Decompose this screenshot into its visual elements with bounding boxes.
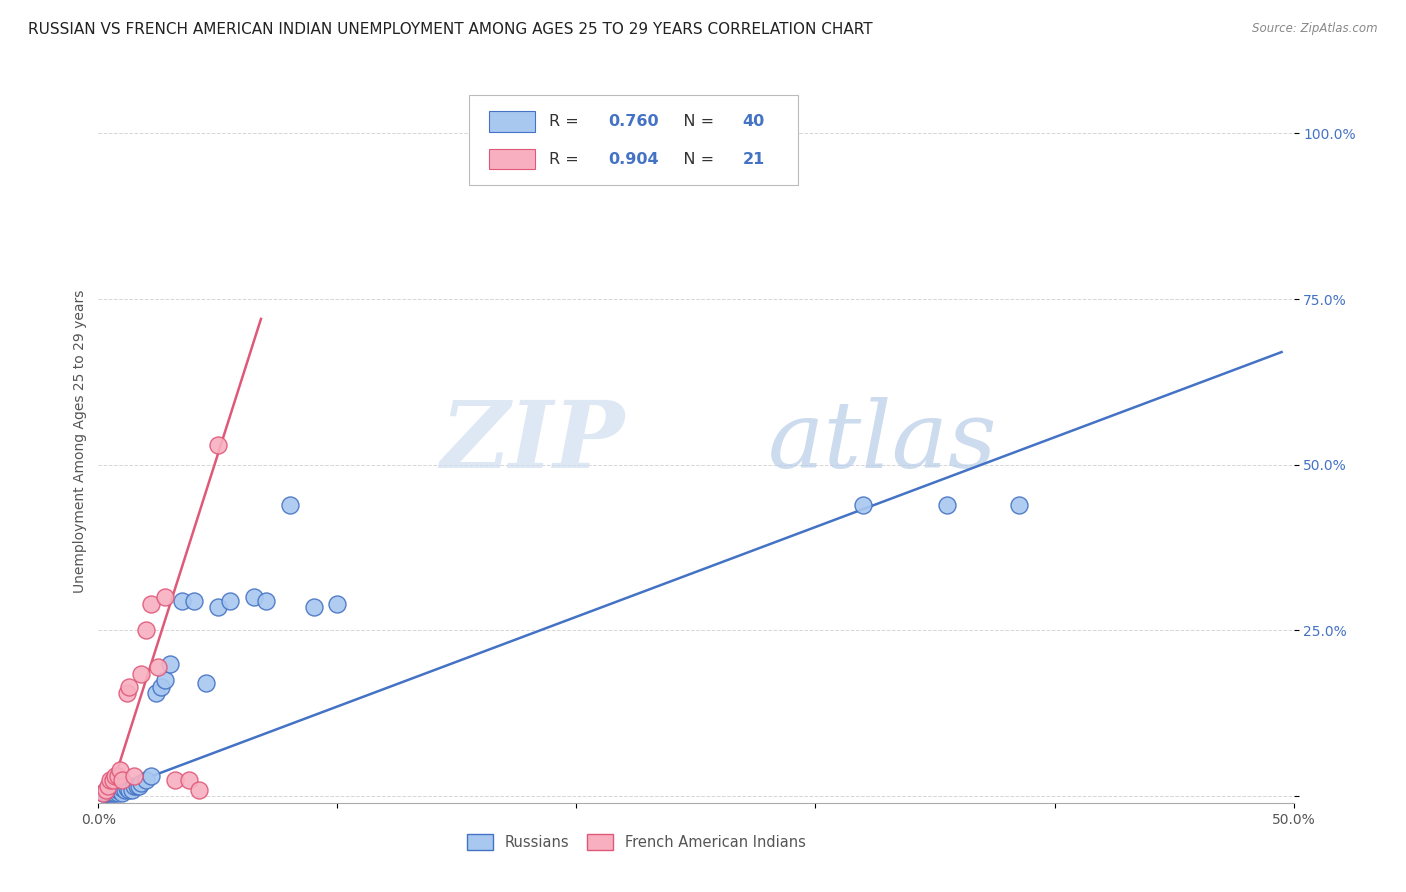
Point: [302, 600, 325, 615]
Point: [108, 763, 131, 777]
Point: [254, 593, 277, 607]
Text: 0.904: 0.904: [609, 152, 659, 167]
Y-axis label: Unemployment Among Ages 25 to 29 years: Unemployment Among Ages 25 to 29 years: [73, 290, 87, 593]
Point: [131, 776, 153, 790]
Text: R =: R =: [548, 114, 583, 129]
Text: 0.760: 0.760: [609, 114, 659, 129]
Point: [107, 786, 129, 800]
Text: 40: 40: [742, 114, 765, 129]
Point: [115, 781, 138, 796]
Point: [172, 593, 194, 607]
Point: [115, 686, 138, 700]
Point: [98, 782, 122, 797]
Point: [219, 593, 242, 607]
Text: N =: N =: [668, 114, 720, 129]
Point: [108, 782, 131, 797]
Point: [148, 660, 170, 674]
Point: [94, 782, 117, 797]
Point: [278, 498, 301, 512]
Point: [97, 779, 120, 793]
Point: [163, 772, 186, 787]
FancyBboxPatch shape: [470, 95, 797, 185]
Point: [187, 782, 209, 797]
Point: [104, 782, 127, 797]
Point: [183, 593, 205, 607]
Point: [179, 772, 201, 787]
Point: [94, 786, 117, 800]
Point: [124, 779, 146, 793]
Point: [111, 786, 134, 800]
Text: atlas: atlas: [768, 397, 997, 486]
Point: [1008, 498, 1031, 512]
Point: [111, 772, 134, 787]
Point: [118, 680, 141, 694]
Point: [155, 673, 177, 688]
Point: [104, 769, 127, 783]
Point: [101, 772, 124, 787]
Point: [155, 591, 177, 605]
Point: [159, 657, 181, 671]
Point: [326, 597, 349, 611]
Point: [107, 769, 129, 783]
Text: Source: ZipAtlas.com: Source: ZipAtlas.com: [1253, 22, 1378, 36]
Point: [139, 597, 162, 611]
Point: [98, 772, 122, 787]
Point: [207, 600, 229, 615]
Bar: [489, 112, 534, 132]
Point: [91, 786, 114, 800]
Point: [98, 786, 122, 800]
Legend: Russians, French American Indians: Russians, French American Indians: [460, 827, 813, 857]
Point: [125, 779, 148, 793]
Point: [243, 591, 266, 605]
Point: [852, 498, 875, 512]
Text: R =: R =: [548, 152, 583, 167]
Text: RUSSIAN VS FRENCH AMERICAN INDIAN UNEMPLOYMENT AMONG AGES 25 TO 29 YEARS CORRELA: RUSSIAN VS FRENCH AMERICAN INDIAN UNEMPL…: [28, 22, 873, 37]
Point: [107, 782, 129, 797]
Point: [207, 438, 229, 452]
Text: N =: N =: [668, 152, 725, 167]
Point: [135, 772, 157, 787]
Point: [118, 782, 141, 797]
Point: [114, 782, 136, 797]
Point: [135, 624, 157, 638]
Point: [104, 786, 127, 800]
Point: [128, 779, 150, 793]
Point: [124, 769, 146, 783]
Point: [97, 786, 120, 800]
Text: ZIP: ZIP: [440, 397, 624, 486]
Point: [101, 786, 124, 800]
Point: [195, 676, 218, 690]
Point: [936, 498, 959, 512]
Bar: [489, 149, 534, 169]
Point: [149, 680, 172, 694]
Point: [121, 782, 143, 797]
Text: 21: 21: [742, 152, 765, 167]
Point: [131, 666, 153, 681]
Point: [139, 769, 162, 783]
Point: [145, 686, 167, 700]
Point: [111, 781, 134, 796]
Point: [91, 786, 114, 800]
